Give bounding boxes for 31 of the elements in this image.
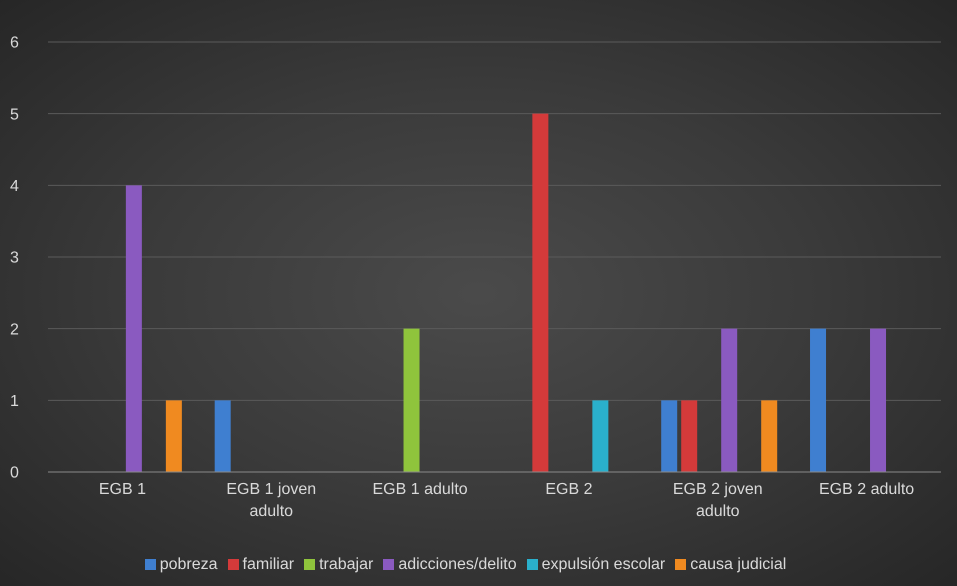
x-tick-label: EGB 2 joven adulto bbox=[672, 481, 763, 520]
bar bbox=[532, 114, 548, 472]
x-tick-label: EGB 2 bbox=[545, 481, 593, 498]
bar bbox=[126, 185, 142, 472]
x-tick-label: EGB 2 adulto bbox=[818, 481, 914, 498]
bar bbox=[592, 400, 608, 472]
y-tick-label: 4 bbox=[10, 178, 19, 196]
bar bbox=[721, 328, 738, 472]
y-tick-label: 5 bbox=[10, 106, 19, 124]
bar bbox=[404, 328, 420, 472]
y-tick-label: 0 bbox=[10, 464, 19, 482]
y-tick-label: 3 bbox=[10, 250, 19, 267]
bar bbox=[166, 400, 182, 472]
bar bbox=[810, 328, 826, 472]
bar bbox=[214, 400, 231, 472]
x-tick-label: EGB 1 adulto bbox=[372, 481, 468, 498]
legend-label: causa judicial bbox=[690, 556, 786, 573]
y-tick-label: 1 bbox=[10, 393, 19, 410]
legend-label: adicciones/delito bbox=[398, 556, 517, 573]
legend-label: trabajar bbox=[319, 556, 374, 573]
bar bbox=[870, 328, 886, 472]
x-tick-label: EGB 1 joven adulto bbox=[226, 481, 316, 520]
legend-label: familiar bbox=[242, 556, 294, 573]
bar bbox=[661, 400, 678, 472]
legend-label: pobreza bbox=[160, 556, 218, 573]
legend-label: expulsión escolar bbox=[542, 556, 666, 573]
y-tick-label: 6 bbox=[10, 34, 19, 52]
x-tick-label: EGB 1 bbox=[98, 481, 146, 498]
bar bbox=[681, 400, 698, 472]
bar bbox=[761, 400, 778, 472]
y-tick-label: 2 bbox=[10, 321, 19, 338]
